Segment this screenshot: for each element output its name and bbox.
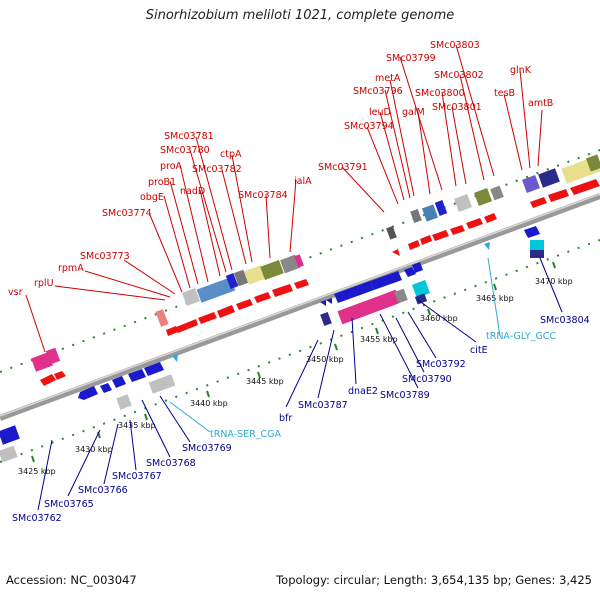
scale-label: 3440 kbp bbox=[190, 399, 228, 408]
genome-title: Sinorhizobium meliloti 1021, complete ge… bbox=[145, 8, 455, 23]
genome-stats-text: Topology: circular; Length: 3,654,135 bp… bbox=[276, 573, 592, 587]
gene-label-meta: metA bbox=[375, 73, 401, 84]
scale-label: 3435 kbp bbox=[118, 421, 156, 430]
rna-label-trna-ser: tRNA-SER_CGA bbox=[210, 429, 282, 440]
gene-label-glnk: glnK bbox=[510, 65, 532, 76]
gene-box bbox=[31, 352, 53, 372]
scale-label: 3465 kbp bbox=[476, 294, 514, 303]
gene-label-smc03782: SMc03782 bbox=[192, 164, 242, 175]
scale-label: 3430 kbp bbox=[75, 445, 113, 454]
gene-label-smc03796: SMc03796 bbox=[353, 86, 403, 97]
gene-label-nadd: nadD bbox=[180, 186, 205, 197]
reverse-features bbox=[0, 226, 544, 463]
scale-label: 3445 kbp bbox=[246, 377, 284, 386]
gene-label-smc03765: SMc03765 bbox=[44, 499, 94, 510]
gene-label-smc03762: SMc03762 bbox=[12, 513, 62, 524]
scale-label: 3455 kbp bbox=[360, 335, 398, 344]
accession-text: Accession: NC_003047 bbox=[6, 573, 137, 587]
gene-label-prob1: proB1 bbox=[148, 177, 176, 188]
scale-labels: 3425 kbp 3430 kbp 3435 kbp 3440 kbp 3445… bbox=[18, 277, 573, 476]
gene-label-smc03794: SMc03794 bbox=[344, 121, 394, 132]
scale-label: 3425 kbp bbox=[18, 467, 56, 476]
rna-label-trna-gly: tRNA-GLY_GCC bbox=[486, 331, 556, 342]
gene-label-smc03781: SMc03781 bbox=[164, 131, 214, 142]
reverse-tick-track bbox=[0, 239, 600, 463]
gene-label-galm: galM bbox=[402, 107, 425, 118]
rna-labels: tRNA-SER_CGA tRNA-GLY_GCC bbox=[210, 331, 556, 440]
gene-label-smc03799: SMc03799 bbox=[386, 53, 436, 64]
gene-label-rplu: rplU bbox=[34, 278, 54, 289]
gene-label-smc03791: SMc03791 bbox=[318, 162, 368, 173]
gene-label-smc03790: SMc03790 bbox=[402, 374, 452, 385]
gene-label-smc03802: SMc03802 bbox=[434, 70, 484, 81]
reverse-leader-lines bbox=[37, 257, 563, 511]
gene-label-bfr: bfr bbox=[279, 413, 292, 424]
gene-label-smc03768: SMc03768 bbox=[146, 458, 196, 469]
gene-label-smc03767: SMc03767 bbox=[112, 471, 162, 482]
gene-label-smc03774: SMc03774 bbox=[102, 208, 152, 219]
gene-label-smc03801: SMc03801 bbox=[432, 102, 482, 113]
genome-backbone bbox=[0, 193, 600, 421]
gene-label-smc03800: SMc03800 bbox=[415, 88, 465, 99]
scale-label: 3450 kbp bbox=[306, 355, 344, 364]
gene-label-cite: citE bbox=[470, 345, 488, 356]
gene-label-smc03804: SMc03804 bbox=[540, 315, 590, 326]
gene-label-proa: proA bbox=[160, 161, 183, 172]
gene-label-smc03792: SMc03792 bbox=[416, 359, 466, 370]
scale-label: 3470 kbp bbox=[535, 277, 573, 286]
gene-label-leud: leuD bbox=[369, 107, 391, 118]
gene-label-smc03769: SMc03769 bbox=[182, 443, 232, 454]
forward-features bbox=[31, 154, 600, 386]
forward-leader-lines bbox=[25, 44, 543, 353]
gene-label-ctpa: ctpA bbox=[220, 149, 242, 160]
reverse-labels: SMc03762 SMc03765 SMc03766 SMc03767 SMc0… bbox=[12, 315, 590, 524]
forward-labels: vsr rplU rpmA SMc03773 SMc03774 obgE pro… bbox=[8, 40, 553, 298]
gene-label-dnae2: dnaE2 bbox=[348, 386, 378, 397]
gene-arrow bbox=[40, 374, 56, 386]
tick-marks bbox=[31, 261, 556, 463]
gene-label-smc03780: SMc03780 bbox=[160, 145, 210, 156]
gene-label-smc03789: SMc03789 bbox=[380, 390, 430, 401]
gene-label-smc03787: SMc03787 bbox=[298, 400, 348, 411]
gene-label-smc03784: SMc03784 bbox=[238, 190, 288, 201]
gene-label-smc03803: SMc03803 bbox=[430, 40, 480, 51]
gene-label-smc03766: SMc03766 bbox=[78, 485, 128, 496]
gene-label-rpma: rpmA bbox=[58, 263, 84, 274]
rna-leader-lines bbox=[169, 257, 501, 433]
gene-label-iala: ialA bbox=[294, 176, 312, 187]
gene-label-tesb: tesB bbox=[494, 88, 515, 99]
gene-label-vsr: vsr bbox=[8, 287, 23, 298]
scale-label: 3460 kbp bbox=[420, 314, 458, 323]
gene-label-amtb: amtB bbox=[528, 98, 553, 109]
gene-label-obge: obgE bbox=[140, 192, 164, 203]
gene-label-smc03773: SMc03773 bbox=[80, 251, 130, 262]
